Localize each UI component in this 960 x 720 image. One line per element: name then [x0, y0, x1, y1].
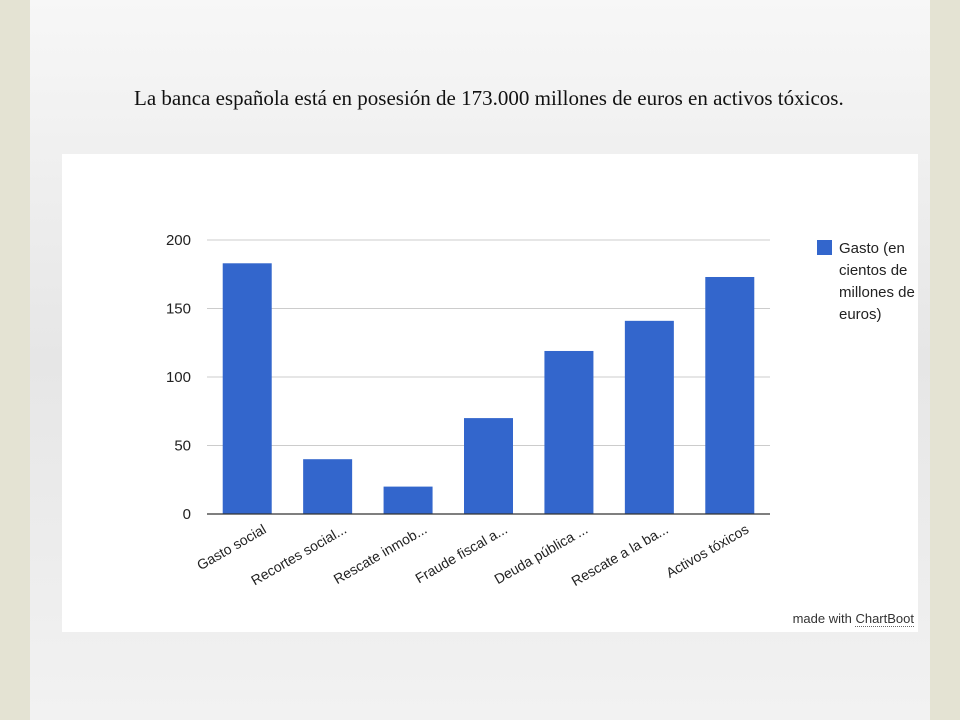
legend-label-line: euros): [839, 306, 882, 323]
slide-caption: La banca española está en posesión de 17…: [134, 86, 844, 110]
y-tick-label: 150: [166, 301, 191, 318]
y-tick-label: 200: [166, 232, 191, 249]
bar[interactable]: [222, 263, 272, 514]
chart-container: 0 50 100 150 200 Gasto social Recortes social.…: [62, 154, 918, 632]
legend-label-line: millones de: [839, 284, 915, 301]
chart-credit: made with ChartBoot: [792, 611, 914, 627]
bar[interactable]: [464, 418, 513, 514]
y-tick-label: 0: [183, 506, 191, 523]
bar[interactable]: [705, 276, 755, 514]
credit-brand-link[interactable]: ChartBoot: [855, 611, 914, 627]
legend-swatch: [817, 240, 832, 255]
bar[interactable]: [624, 320, 674, 514]
bar[interactable]: [544, 350, 594, 514]
x-category-label: Gasto social: [194, 521, 269, 573]
x-category-label: Activos tóxicos: [663, 521, 751, 581]
y-tick-label: 100: [166, 369, 191, 386]
legend-label-line: Gasto (en: [839, 240, 905, 257]
y-tick-label: 50: [174, 438, 191, 455]
credit-prefix: made with: [792, 611, 856, 626]
bar[interactable]: [303, 459, 353, 514]
bar[interactable]: [383, 486, 433, 514]
legend-label-line: cientos de: [839, 262, 907, 279]
